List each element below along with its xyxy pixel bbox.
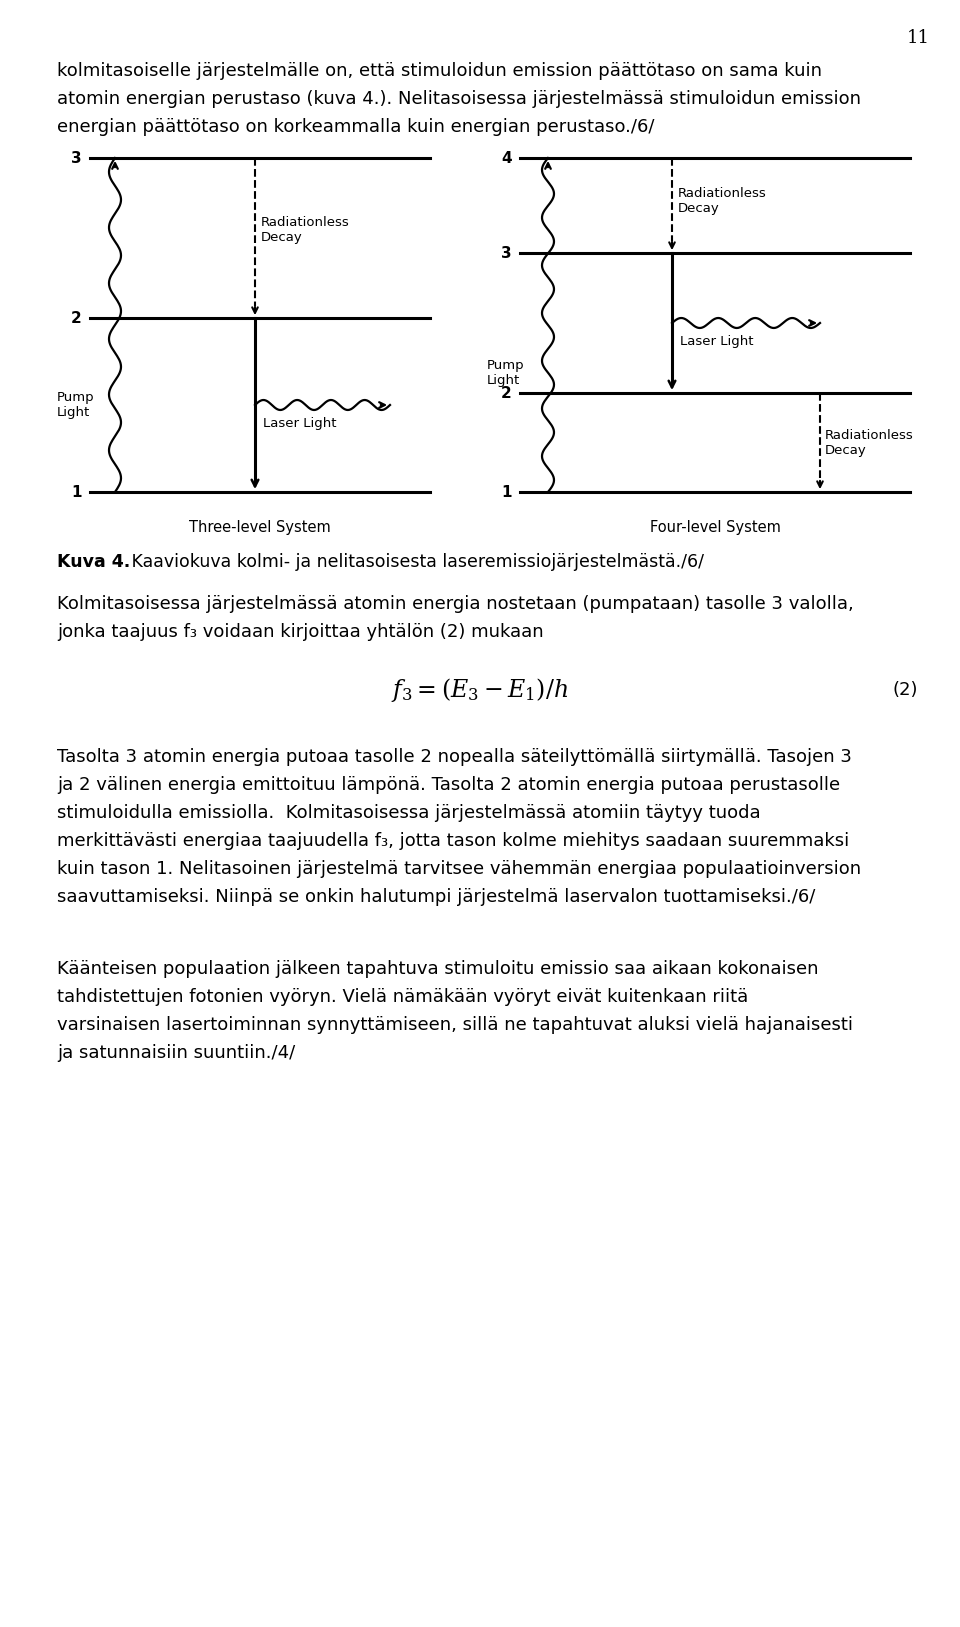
Text: ja satunnaisiin suuntiin./4/: ja satunnaisiin suuntiin./4/: [57, 1045, 296, 1062]
Text: Tasolta 3 atomin energia putoaa tasolle 2 nopealla säteilyttömällä siirtymällä. : Tasolta 3 atomin energia putoaa tasolle …: [57, 748, 852, 766]
Text: 3: 3: [501, 246, 512, 260]
Text: Käänteisen populaation jälkeen tapahtuva stimuloitu emissio saa aikaan kokonaise: Käänteisen populaation jälkeen tapahtuva…: [57, 960, 819, 978]
Text: 11: 11: [906, 29, 929, 47]
Text: $f_3 = \left(E_3 - E_1\right)/h$: $f_3 = \left(E_3 - E_1\right)/h$: [392, 675, 568, 704]
Text: 1: 1: [71, 485, 82, 499]
Text: Kaaviokuva kolmi- ja nelitasoisesta laseremissiojärjestelmästä./6/: Kaaviokuva kolmi- ja nelitasoisesta lase…: [115, 553, 704, 571]
Text: Radiationless
Decay: Radiationless Decay: [678, 187, 767, 215]
Text: (2): (2): [892, 682, 918, 700]
Text: Laser Light: Laser Light: [680, 335, 754, 348]
Text: tahdistettujen fotonien vyöryn. Vielä nämäkään vyöryt eivät kuitenkaan riitä: tahdistettujen fotonien vyöryn. Vielä nä…: [57, 988, 748, 1005]
Text: 2: 2: [501, 386, 512, 400]
Text: 2: 2: [71, 311, 82, 325]
Text: Pump
Light: Pump Light: [487, 358, 524, 387]
Text: energian päättötaso on korkeammalla kuin energian perustaso./6/: energian päättötaso on korkeammalla kuin…: [57, 119, 655, 137]
Text: Four-level System: Four-level System: [650, 521, 780, 535]
Text: Three-level System: Three-level System: [189, 521, 331, 535]
Text: kuin tason 1. Nelitasoinen järjestelmä tarvitsee vähemmän energiaa populaatioinv: kuin tason 1. Nelitasoinen järjestelmä t…: [57, 861, 861, 879]
Text: varsinaisen lasertoiminnan synnyttämiseen, sillä ne tapahtuvat aluksi vielä haja: varsinaisen lasertoiminnan synnyttämisee…: [57, 1015, 853, 1035]
Text: Pump
Light: Pump Light: [57, 390, 95, 420]
Text: stimuloidulla emissiolla.  Kolmitasoisessa järjestelmässä atomiin täytyy tuoda: stimuloidulla emissiolla. Kolmitasoisess…: [57, 804, 760, 822]
Text: kolmitasoiselle järjestelmälle on, että stimuloidun emission päättötaso on sama : kolmitasoiselle järjestelmälle on, että …: [57, 62, 822, 80]
Text: Laser Light: Laser Light: [263, 417, 337, 430]
Text: 4: 4: [501, 151, 512, 166]
Text: Kolmitasoisessa järjestelmässä atomin energia nostetaan (pumpataan) tasolle 3 va: Kolmitasoisessa järjestelmässä atomin en…: [57, 595, 853, 613]
Text: 3: 3: [71, 151, 82, 166]
Text: Kuva 4.: Kuva 4.: [57, 553, 131, 571]
Text: Radiationless
Decay: Radiationless Decay: [261, 216, 349, 244]
Text: saavuttamiseksi. Niinpä se onkin halutumpi järjestelmä laservalon tuottamiseksi.: saavuttamiseksi. Niinpä se onkin halutum…: [57, 888, 815, 906]
Text: Radiationless
Decay: Radiationless Decay: [825, 428, 914, 457]
Text: jonka taajuus f₃ voidaan kirjoittaa yhtälön (2) mukaan: jonka taajuus f₃ voidaan kirjoittaa yhtä…: [57, 623, 543, 641]
Text: merkittävästi energiaa taajuudella f₃, jotta tason kolme miehitys saadaan suurem: merkittävästi energiaa taajuudella f₃, j…: [57, 831, 850, 849]
Text: ja 2 välinen energia emittoituu lämpönä. Tasolta 2 atomin energia putoaa perusta: ja 2 välinen energia emittoituu lämpönä.…: [57, 776, 840, 794]
Text: 1: 1: [501, 485, 512, 499]
Text: atomin energian perustaso (kuva 4.). Nelitasoisessa järjestelmässä stimuloidun e: atomin energian perustaso (kuva 4.). Nel…: [57, 89, 861, 107]
